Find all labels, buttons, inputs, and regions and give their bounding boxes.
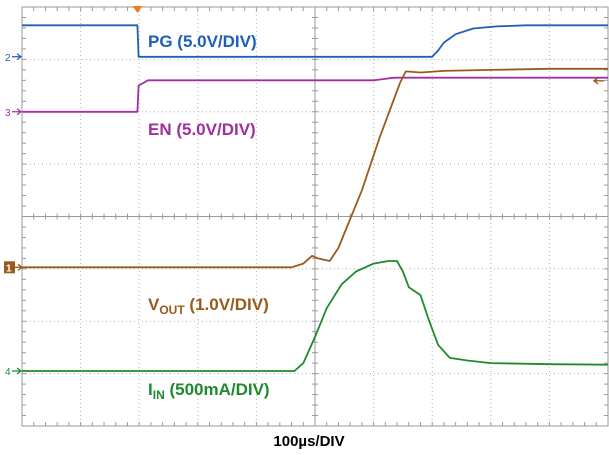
channel-marker-arrow [12, 108, 22, 116]
channel-marker-number: 1 [6, 263, 12, 274]
iin-label-main: I [148, 380, 153, 399]
channel-1-marker: 1 [4, 261, 24, 274]
channel-marker-number: 3 [5, 108, 11, 119]
iin-trace [22, 260, 609, 372]
channel-marker-number: 4 [5, 367, 11, 378]
trace-layer [22, 24, 609, 372]
plot-grid [21, 6, 609, 427]
vout-label-suffix: (1.0V/DIV) [185, 295, 269, 314]
channel-4-marker: 4 [5, 367, 22, 378]
iin-label-sub: IN [153, 388, 165, 402]
pg-label-main: PG [148, 32, 173, 51]
vout-label: VOUT (1.0V/DIV) [148, 295, 269, 317]
channel-marker-box [4, 261, 15, 274]
channel-marker-arrow [12, 53, 22, 61]
vout-label-sub: OUT [159, 303, 185, 317]
vout-trace [22, 67, 608, 269]
pg-label-suffix: (5.0V/DIV) [173, 32, 257, 51]
vout-label-main: V [148, 295, 160, 314]
channel-marker-arrow [12, 367, 22, 375]
en-label-main: EN [148, 120, 172, 139]
channel-3-marker: 3 [5, 108, 22, 119]
channel-marker-layer: 2 3 1 4 [4, 6, 604, 378]
channel-marker-number: 2 [5, 53, 11, 64]
trigger-marker [132, 6, 143, 13]
iin-label-suffix: (500mA/DIV) [165, 380, 270, 399]
iin-label: IIN (500mA/DIV) [148, 380, 270, 402]
trace-label-layer: PG (5.0V/DIV)EN (5.0V/DIV)VOUT (1.0V/DIV… [148, 32, 270, 402]
en-label: EN (5.0V/DIV) [148, 120, 256, 139]
reference-arrow-right [592, 77, 604, 85]
en-label-suffix: (5.0V/DIV) [172, 120, 256, 139]
pg-trace [22, 24, 608, 58]
channel-marker-arrow [15, 263, 24, 271]
channel-2-marker: 2 [5, 53, 22, 64]
en-trace [22, 76, 608, 113]
pg-label: PG (5.0V/DIV) [148, 32, 257, 51]
x-axis-label: 100µs/DIV [273, 433, 344, 450]
